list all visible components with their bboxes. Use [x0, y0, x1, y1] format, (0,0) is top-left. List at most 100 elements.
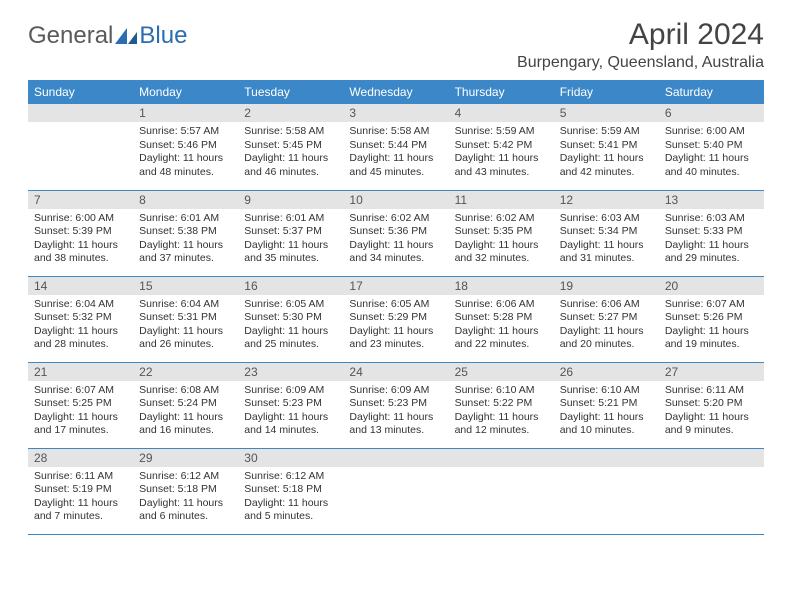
day-content: Sunrise: 6:01 AMSunset: 5:37 PMDaylight:…: [238, 209, 343, 271]
day-content: Sunrise: 6:05 AMSunset: 5:29 PMDaylight:…: [343, 295, 448, 357]
month-title: April 2024: [517, 18, 764, 52]
day-number-empty: [554, 449, 659, 467]
day-content: Sunrise: 6:05 AMSunset: 5:30 PMDaylight:…: [238, 295, 343, 357]
day-content: Sunrise: 6:03 AMSunset: 5:34 PMDaylight:…: [554, 209, 659, 271]
calendar-day-cell: 1Sunrise: 5:57 AMSunset: 5:46 PMDaylight…: [133, 104, 238, 190]
day-number: 30: [238, 449, 343, 467]
day-content: Sunrise: 6:06 AMSunset: 5:27 PMDaylight:…: [554, 295, 659, 357]
day-content: Sunrise: 5:57 AMSunset: 5:46 PMDaylight:…: [133, 122, 238, 184]
day-number: 17: [343, 277, 448, 295]
day-content: Sunrise: 6:04 AMSunset: 5:32 PMDaylight:…: [28, 295, 133, 357]
day-number: 21: [28, 363, 133, 381]
calendar-body: 1Sunrise: 5:57 AMSunset: 5:46 PMDaylight…: [28, 104, 764, 534]
calendar-day-cell: 26Sunrise: 6:10 AMSunset: 5:21 PMDayligh…: [554, 362, 659, 448]
day-content: Sunrise: 6:10 AMSunset: 5:21 PMDaylight:…: [554, 381, 659, 443]
day-number: 26: [554, 363, 659, 381]
day-number: 7: [28, 191, 133, 209]
calendar-day-cell: 28Sunrise: 6:11 AMSunset: 5:19 PMDayligh…: [28, 448, 133, 534]
weekday-header: Friday: [554, 80, 659, 104]
weekday-header: Monday: [133, 80, 238, 104]
day-number: 14: [28, 277, 133, 295]
logo-sail-icon: [115, 28, 137, 44]
day-content: Sunrise: 5:58 AMSunset: 5:44 PMDaylight:…: [343, 122, 448, 184]
weekday-header: Thursday: [449, 80, 554, 104]
weekday-header: Wednesday: [343, 80, 448, 104]
day-number: 10: [343, 191, 448, 209]
calendar-day-cell: 10Sunrise: 6:02 AMSunset: 5:36 PMDayligh…: [343, 190, 448, 276]
calendar-table: Sunday Monday Tuesday Wednesday Thursday…: [28, 80, 764, 535]
day-content: Sunrise: 6:10 AMSunset: 5:22 PMDaylight:…: [449, 381, 554, 443]
header: General Blue April 2024 Burpengary, Quee…: [28, 18, 764, 72]
calendar-day-cell: 12Sunrise: 6:03 AMSunset: 5:34 PMDayligh…: [554, 190, 659, 276]
calendar-day-cell: 16Sunrise: 6:05 AMSunset: 5:30 PMDayligh…: [238, 276, 343, 362]
day-number: 9: [238, 191, 343, 209]
calendar-day-cell: 14Sunrise: 6:04 AMSunset: 5:32 PMDayligh…: [28, 276, 133, 362]
calendar-day-cell: 23Sunrise: 6:09 AMSunset: 5:23 PMDayligh…: [238, 362, 343, 448]
calendar-day-cell: 15Sunrise: 6:04 AMSunset: 5:31 PMDayligh…: [133, 276, 238, 362]
calendar-day-cell: [554, 448, 659, 534]
calendar-week-row: 14Sunrise: 6:04 AMSunset: 5:32 PMDayligh…: [28, 276, 764, 362]
day-number: 25: [449, 363, 554, 381]
weekday-header: Saturday: [659, 80, 764, 104]
day-content: Sunrise: 6:11 AMSunset: 5:20 PMDaylight:…: [659, 381, 764, 443]
calendar-day-cell: 13Sunrise: 6:03 AMSunset: 5:33 PMDayligh…: [659, 190, 764, 276]
day-number: 4: [449, 104, 554, 122]
calendar-week-row: 21Sunrise: 6:07 AMSunset: 5:25 PMDayligh…: [28, 362, 764, 448]
logo: General Blue: [28, 22, 187, 50]
day-content: Sunrise: 6:00 AMSunset: 5:40 PMDaylight:…: [659, 122, 764, 184]
day-content: Sunrise: 6:08 AMSunset: 5:24 PMDaylight:…: [133, 381, 238, 443]
day-content: Sunrise: 6:09 AMSunset: 5:23 PMDaylight:…: [238, 381, 343, 443]
day-number: 12: [554, 191, 659, 209]
weekday-header: Sunday: [28, 80, 133, 104]
logo-text-general: General: [28, 22, 113, 50]
day-content: Sunrise: 6:01 AMSunset: 5:38 PMDaylight:…: [133, 209, 238, 271]
day-number: 6: [659, 104, 764, 122]
day-number: 23: [238, 363, 343, 381]
day-content: Sunrise: 5:58 AMSunset: 5:45 PMDaylight:…: [238, 122, 343, 184]
day-number: 2: [238, 104, 343, 122]
day-number: 24: [343, 363, 448, 381]
weekday-header-row: Sunday Monday Tuesday Wednesday Thursday…: [28, 80, 764, 104]
calendar-day-cell: 20Sunrise: 6:07 AMSunset: 5:26 PMDayligh…: [659, 276, 764, 362]
day-number: 20: [659, 277, 764, 295]
calendar-day-cell: 24Sunrise: 6:09 AMSunset: 5:23 PMDayligh…: [343, 362, 448, 448]
day-number: 19: [554, 277, 659, 295]
calendar-day-cell: 27Sunrise: 6:11 AMSunset: 5:20 PMDayligh…: [659, 362, 764, 448]
day-content: Sunrise: 6:09 AMSunset: 5:23 PMDaylight:…: [343, 381, 448, 443]
day-content: Sunrise: 5:59 AMSunset: 5:42 PMDaylight:…: [449, 122, 554, 184]
day-content: Sunrise: 6:11 AMSunset: 5:19 PMDaylight:…: [28, 467, 133, 529]
calendar-day-cell: [28, 104, 133, 190]
calendar-week-row: 1Sunrise: 5:57 AMSunset: 5:46 PMDaylight…: [28, 104, 764, 190]
calendar-day-cell: 6Sunrise: 6:00 AMSunset: 5:40 PMDaylight…: [659, 104, 764, 190]
day-number-empty: [343, 449, 448, 467]
day-number: 15: [133, 277, 238, 295]
day-number: 8: [133, 191, 238, 209]
calendar-day-cell: 4Sunrise: 5:59 AMSunset: 5:42 PMDaylight…: [449, 104, 554, 190]
title-block: April 2024 Burpengary, Queensland, Austr…: [517, 18, 764, 72]
logo-text-blue: Blue: [139, 22, 187, 50]
day-content: Sunrise: 6:12 AMSunset: 5:18 PMDaylight:…: [133, 467, 238, 529]
calendar-day-cell: 25Sunrise: 6:10 AMSunset: 5:22 PMDayligh…: [449, 362, 554, 448]
location-subtitle: Burpengary, Queensland, Australia: [517, 54, 764, 72]
calendar-day-cell: 11Sunrise: 6:02 AMSunset: 5:35 PMDayligh…: [449, 190, 554, 276]
calendar-week-row: 28Sunrise: 6:11 AMSunset: 5:19 PMDayligh…: [28, 448, 764, 534]
day-number-empty: [659, 449, 764, 467]
calendar-week-row: 7Sunrise: 6:00 AMSunset: 5:39 PMDaylight…: [28, 190, 764, 276]
day-number: 27: [659, 363, 764, 381]
calendar-day-cell: [659, 448, 764, 534]
calendar-day-cell: 9Sunrise: 6:01 AMSunset: 5:37 PMDaylight…: [238, 190, 343, 276]
calendar-day-cell: 7Sunrise: 6:00 AMSunset: 5:39 PMDaylight…: [28, 190, 133, 276]
calendar-day-cell: 22Sunrise: 6:08 AMSunset: 5:24 PMDayligh…: [133, 362, 238, 448]
day-number-empty: [449, 449, 554, 467]
weekday-header: Tuesday: [238, 80, 343, 104]
calendar-day-cell: 30Sunrise: 6:12 AMSunset: 5:18 PMDayligh…: [238, 448, 343, 534]
day-content: Sunrise: 6:00 AMSunset: 5:39 PMDaylight:…: [28, 209, 133, 271]
calendar-day-cell: [449, 448, 554, 534]
calendar-day-cell: 3Sunrise: 5:58 AMSunset: 5:44 PMDaylight…: [343, 104, 448, 190]
day-number: 18: [449, 277, 554, 295]
day-number: 16: [238, 277, 343, 295]
day-number-empty: [28, 104, 133, 122]
calendar-day-cell: 29Sunrise: 6:12 AMSunset: 5:18 PMDayligh…: [133, 448, 238, 534]
day-content: Sunrise: 6:06 AMSunset: 5:28 PMDaylight:…: [449, 295, 554, 357]
calendar-day-cell: 5Sunrise: 5:59 AMSunset: 5:41 PMDaylight…: [554, 104, 659, 190]
